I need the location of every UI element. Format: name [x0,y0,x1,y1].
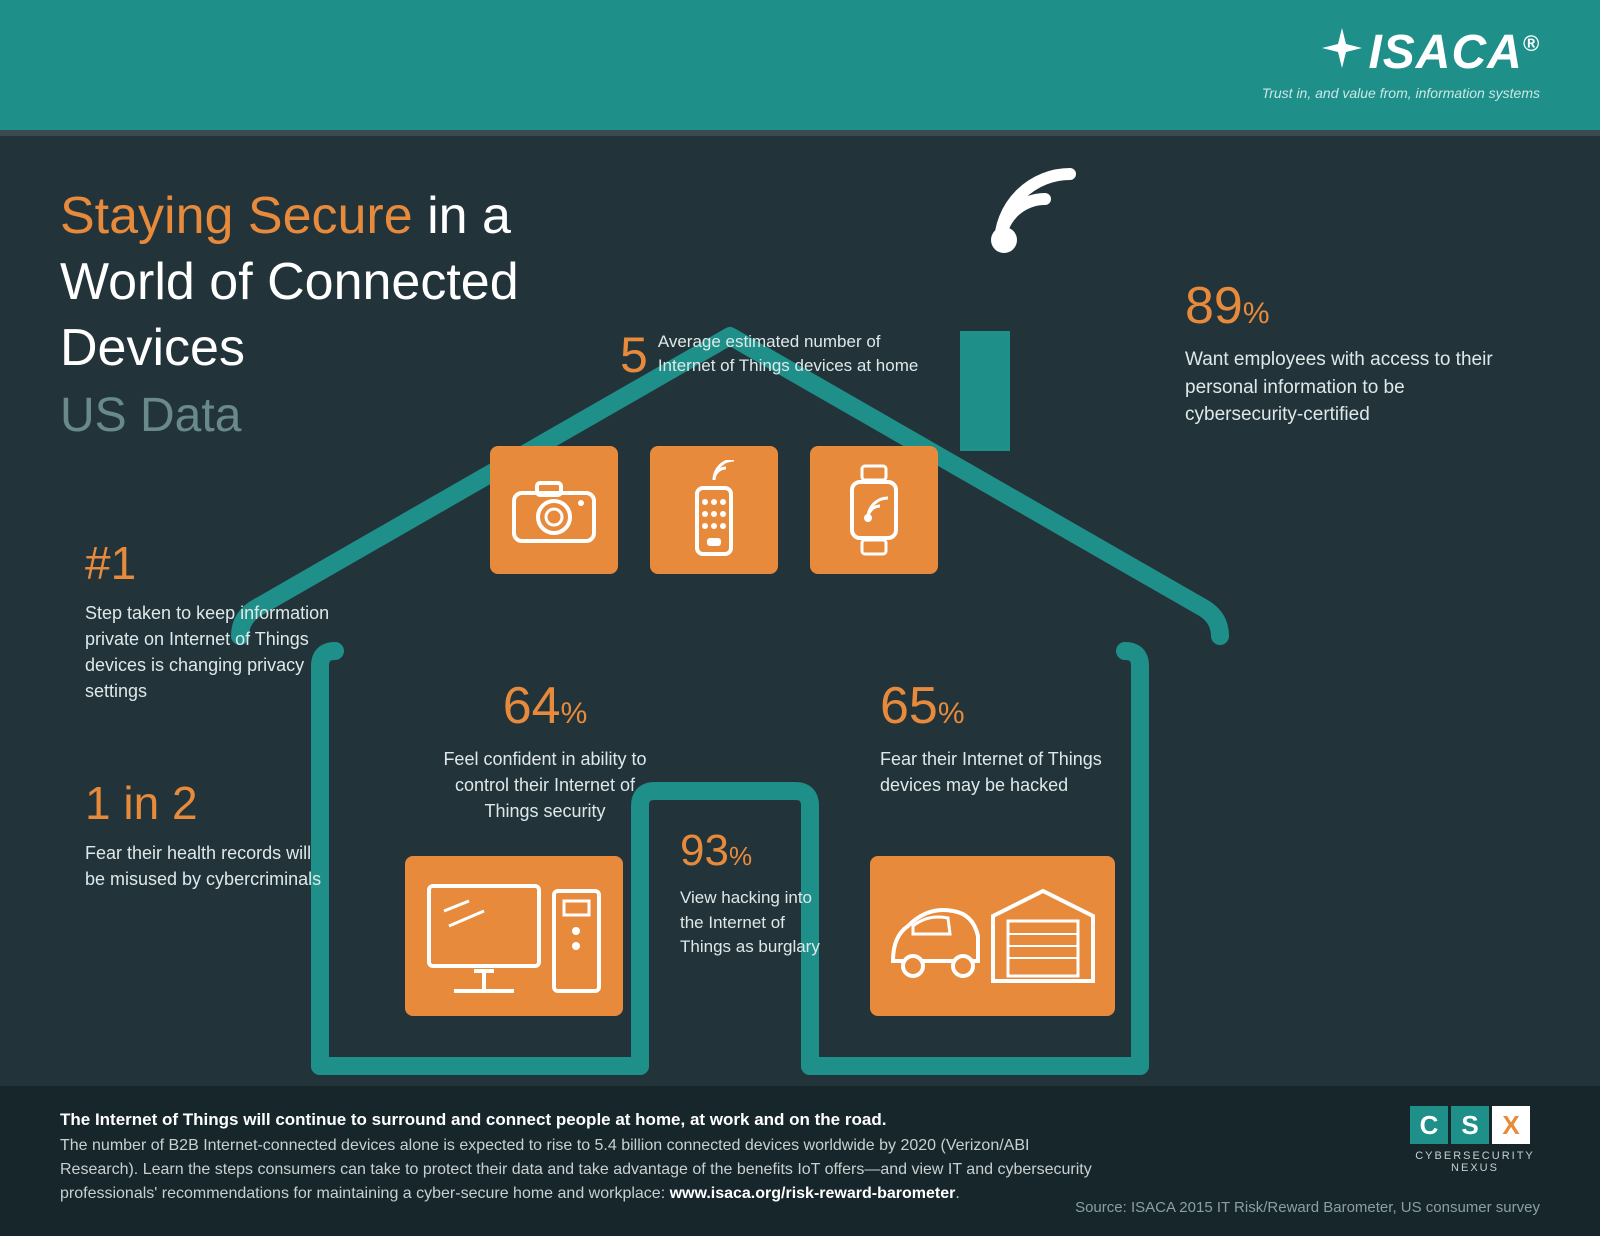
stat-step1: #1 Step taken to keep information privat… [85,536,335,704]
camera-tile [490,446,618,574]
stat-burglary-desc: View hacking into the Internet of Things… [680,886,820,960]
wifi-icon [980,154,1100,264]
stat-cert-number: 89 [1185,277,1243,335]
main-content: Staying Secure in a World of Connected D… [0,136,1600,1086]
smartwatch-icon [834,460,914,560]
csx-c: C [1410,1106,1448,1144]
csx-x: X [1492,1106,1530,1144]
stat-burglary-number: 93 [680,826,729,875]
footer-source: Source: ISACA 2015 IT Risk/Reward Barome… [1075,1199,1540,1216]
stat-hacked: 65% Fear their Internet of Things device… [880,676,1110,798]
csx-s: S [1451,1106,1489,1144]
header-band: ISACA® Trust in, and value from, informa… [0,0,1600,130]
stat-health: 1 in 2 Fear their health records will be… [85,776,335,892]
stat-avg-devices: 5 Average estimated number of Internet o… [620,330,920,380]
csx-label: CYBERSECURITY NEXUS [1410,1150,1540,1174]
computer-tile [405,856,623,1016]
footer-link: www.isaca.org/risk-reward-barometer [670,1185,956,1202]
stat-cert: 89% Want employees with access to their … [1185,276,1525,429]
stat-confident-desc: Feel confident in ability to control the… [430,746,660,824]
stat-health-number: 1 in 2 [85,776,335,830]
camera-icon [509,475,599,545]
stat-hacked-pct: % [938,697,965,730]
computer-icon [414,866,614,1006]
stat-step1-desc: Step taken to keep information private o… [85,600,335,704]
stat-burglary-pct: % [729,841,752,871]
stat-hacked-desc: Fear their Internet of Things devices ma… [880,746,1110,798]
stat-health-desc: Fear their health records will be misuse… [85,840,335,892]
stat-avg-number: 5 [620,330,648,380]
footer-bold: The Internet of Things will continue to … [60,1110,1540,1130]
stat-cert-desc: Want employees with access to their pers… [1185,346,1525,429]
isaca-logo: ISACA® [1322,25,1540,80]
stat-step1-number: #1 [85,536,335,590]
stat-cert-pct: % [1243,297,1270,330]
star-icon [1322,25,1362,80]
footer: The Internet of Things will continue to … [0,1086,1600,1236]
car-garage-icon [878,866,1108,1006]
stat-avg-desc: Average estimated number of Internet of … [658,330,920,378]
stat-confident: 64% Feel confident in ability to control… [430,676,660,824]
stat-confident-pct: % [561,697,588,730]
brand-tagline: Trust in, and value from, information sy… [1262,85,1540,101]
footer-body: The number of B2B Internet-connected dev… [60,1134,1100,1206]
stat-confident-number: 64 [503,677,561,735]
garage-tile [870,856,1115,1016]
watch-tile [810,446,938,574]
csx-logo: C S X CYBERSECURITY NEXUS [1410,1106,1540,1174]
remote-tile [650,446,778,574]
brand-text: ISACA [1368,26,1522,79]
stat-burglary: 93% View hacking into the Internet of Th… [680,826,820,960]
remote-icon [679,460,749,560]
stat-hacked-number: 65 [880,677,938,735]
